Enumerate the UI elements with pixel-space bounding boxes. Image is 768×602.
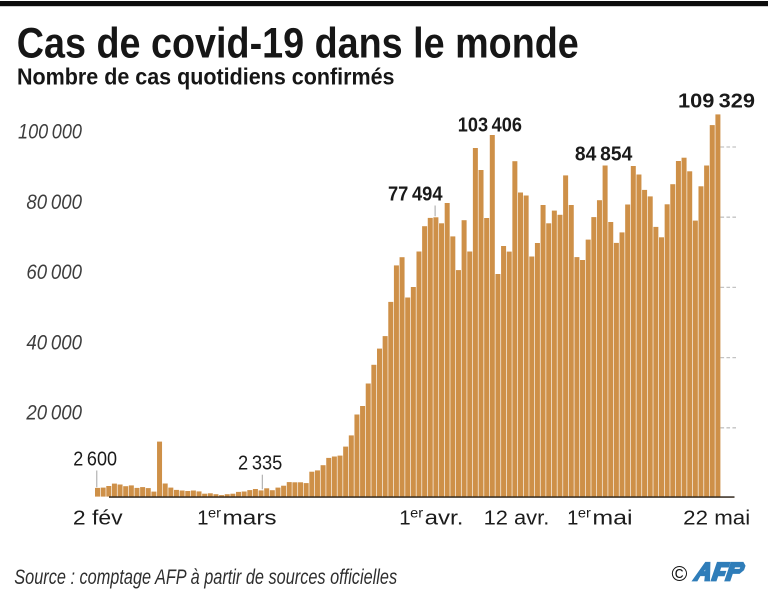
svg-text:avr.: avr. <box>425 507 464 530</box>
svg-text:mai: mai <box>592 507 632 530</box>
svg-text:103 406: 103 406 <box>458 114 522 137</box>
svg-text:60 000: 60 000 <box>26 261 82 284</box>
svg-text:2 335: 2 335 <box>238 453 282 475</box>
svg-text:Nombre de cas quotidiens confi: Nombre de cas quotidiens confirmés <box>17 64 395 90</box>
svg-text:Cas de covid-19 dans le monde: Cas de covid-19 dans le monde <box>17 20 579 67</box>
svg-text:er: er <box>208 505 222 520</box>
svg-text:mars: mars <box>223 507 277 530</box>
svg-text:77 494: 77 494 <box>388 183 443 206</box>
svg-text:22 mai: 22 mai <box>683 507 750 530</box>
svg-text:80 000: 80 000 <box>26 191 82 214</box>
svg-text:12 avr.: 12 avr. <box>484 507 550 530</box>
svg-text:100 000: 100 000 <box>18 121 82 144</box>
svg-text:109 329: 109 329 <box>678 90 755 113</box>
svg-text:1: 1 <box>399 507 410 530</box>
svg-text:2 600: 2 600 <box>73 447 117 470</box>
svg-text:1: 1 <box>197 507 208 530</box>
svg-text:84 854: 84 854 <box>575 142 633 165</box>
svg-text:Source : comptage AFP à partir: Source : comptage AFP à partir de source… <box>14 565 397 589</box>
svg-text:1: 1 <box>567 507 578 530</box>
svg-text:2 fév: 2 fév <box>73 507 124 530</box>
svg-text:20 000: 20 000 <box>26 402 83 425</box>
svg-text:©: © <box>672 562 688 586</box>
svg-text:er: er <box>578 505 592 520</box>
svg-text:40 000: 40 000 <box>26 331 82 354</box>
svg-text:er: er <box>410 505 424 520</box>
